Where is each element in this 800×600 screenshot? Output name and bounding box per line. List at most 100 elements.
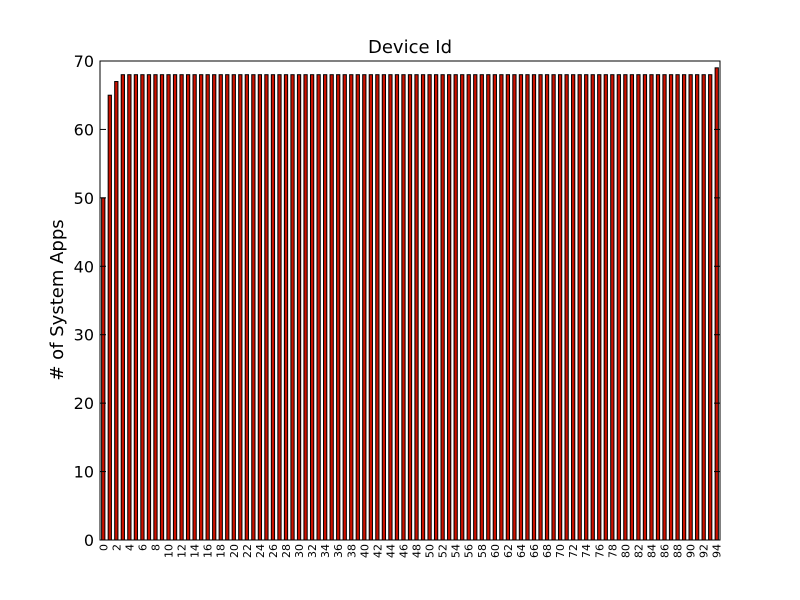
bar-34: [323, 74, 328, 541]
bar-58: [479, 74, 484, 541]
bar-56: [466, 74, 471, 541]
bar-45: [394, 74, 400, 541]
bar-90: [688, 74, 693, 541]
bar-92: [701, 74, 706, 541]
x-tick-label: 6: [136, 544, 149, 551]
x-tick-label: 58: [476, 544, 489, 558]
bar-68: [544, 74, 550, 541]
bar-33: [316, 74, 321, 541]
x-tick-label: 88: [672, 544, 685, 558]
bar-31: [303, 74, 308, 541]
bar-44: [388, 74, 393, 541]
bar-64: [518, 74, 524, 541]
x-tick-label: 24: [254, 544, 267, 558]
x-tick-label: 28: [280, 544, 293, 558]
bar-37: [342, 74, 347, 541]
bar-5: [133, 74, 139, 541]
x-tick-label: 18: [215, 544, 228, 558]
bar-3: [120, 74, 125, 541]
bar-46: [401, 74, 406, 541]
bar-60: [492, 74, 497, 541]
x-tick-label: 52: [437, 544, 450, 558]
x-tick-label: 16: [202, 544, 215, 558]
bar-19: [225, 74, 230, 541]
bar-23: [251, 74, 256, 541]
x-tick-label: 2: [110, 544, 123, 551]
bar-52: [440, 74, 445, 541]
y-tick-label: 10: [74, 463, 94, 482]
bar-39: [355, 74, 360, 541]
bar-86: [662, 74, 667, 541]
y-tick-label: 30: [74, 326, 94, 345]
bar-14: [192, 74, 197, 541]
x-tick-label: 90: [685, 544, 698, 558]
bar-72: [571, 74, 576, 541]
bar-17: [212, 74, 217, 541]
x-tick-label: 22: [241, 544, 254, 558]
x-tick-label: 86: [659, 544, 672, 558]
bar-0: [101, 197, 106, 541]
x-tick-label: 20: [228, 544, 241, 558]
bar-18: [218, 74, 223, 541]
y-tick-label: 20: [74, 394, 94, 413]
bar-35: [329, 74, 334, 541]
x-tick-label: 64: [515, 544, 528, 558]
bar-77: [603, 74, 608, 541]
bar-11: [172, 74, 178, 541]
bar-82: [636, 74, 641, 541]
bar-87: [668, 74, 674, 541]
bar-93: [708, 74, 713, 541]
x-tick-label: 80: [619, 544, 632, 558]
bar-81: [629, 74, 635, 541]
x-tick-label: 84: [645, 544, 658, 558]
bar-59: [486, 74, 491, 541]
bar-75: [590, 74, 595, 541]
x-tick-label: 66: [528, 544, 541, 558]
plot-frame: [99, 60, 721, 541]
bar-62: [505, 74, 511, 541]
y-tick-label: 50: [74, 189, 94, 208]
x-tick-label: 74: [580, 544, 593, 558]
x-tick-label: 4: [123, 544, 136, 551]
x-tick-label: 68: [541, 544, 554, 558]
bar-73: [577, 74, 582, 541]
x-tick-label: 10: [163, 544, 176, 558]
y-tick-label: 60: [74, 120, 94, 139]
bar-20: [231, 74, 236, 541]
bar-13: [185, 74, 191, 541]
bar-78: [610, 74, 615, 541]
bar-43: [381, 74, 387, 541]
bar-26: [270, 74, 276, 541]
bar-74: [584, 74, 589, 541]
bar-6: [140, 74, 145, 541]
bar-61: [499, 74, 504, 541]
x-tick-label: 54: [450, 544, 463, 558]
bar-55: [460, 74, 465, 541]
bar-10: [166, 74, 171, 541]
bar-85: [655, 74, 661, 541]
x-tick-label: 42: [371, 544, 384, 558]
x-tick-label: 34: [319, 544, 332, 558]
bar-76: [597, 74, 602, 541]
bar-32: [309, 74, 315, 541]
chart-title: Device Id: [368, 37, 452, 58]
x-tick-label: 76: [593, 544, 606, 558]
x-tick-label: 50: [424, 544, 437, 558]
bar-28: [283, 74, 289, 541]
bar-38: [349, 74, 354, 541]
bar-48: [414, 74, 419, 541]
x-tick-label: 8: [149, 544, 162, 551]
bar-42: [375, 74, 380, 541]
bar-54: [453, 74, 458, 541]
bar-7: [146, 74, 152, 541]
x-tick-label: 78: [606, 544, 619, 558]
bar-12: [179, 74, 184, 541]
bar-8: [153, 74, 158, 541]
bar-79: [616, 74, 621, 541]
bar-30: [296, 74, 302, 541]
x-tick-label: 70: [554, 544, 567, 558]
x-tick-label: 48: [411, 544, 424, 558]
bar-29: [290, 74, 295, 541]
